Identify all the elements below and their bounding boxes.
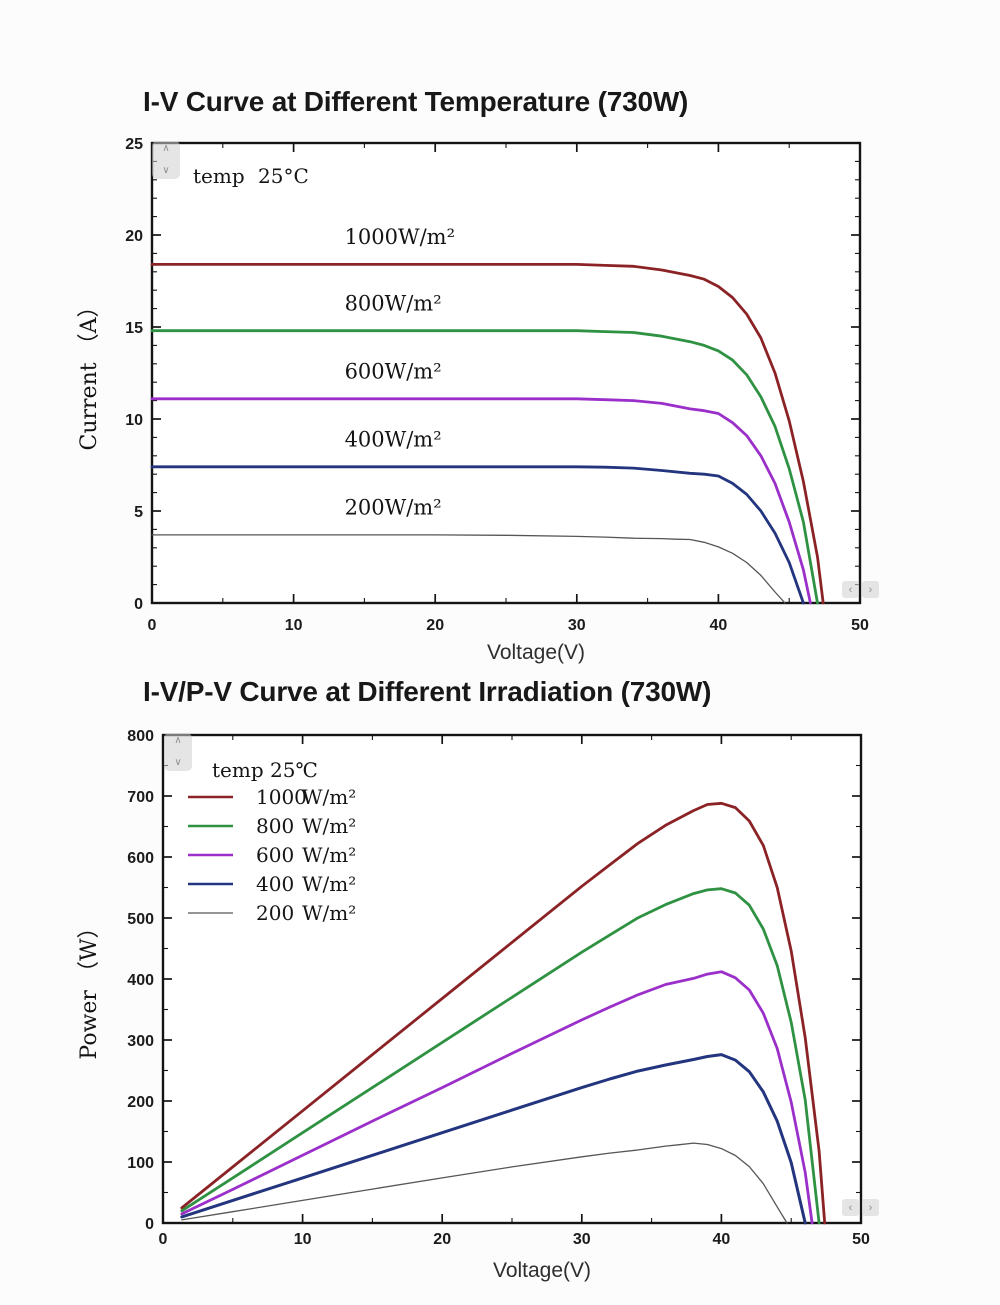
x-tick-label: 50 [852,1231,870,1248]
curve-6002wm2 [150,397,812,605]
y-tick-label: 0 [145,1216,154,1233]
y-tick-label: 10 [125,412,143,429]
curve-4002wm2 [180,1053,807,1225]
pv-chart-title: I-V/P-V Curve at Different Irradiation (… [143,676,712,707]
temp-annotation-value: 25℃ [270,758,318,782]
x-axis-label: Voltage(V) [487,641,585,664]
iv-chart-title: I-V Curve at Different Temperature (730W… [143,86,689,117]
pv-plot-area: 0 10 20 30 40 50 0 100 200 300 400 500 600 700 800 Volt… [0,720,1000,1300]
y-tick-label: 5 [134,504,143,521]
y-tick-label: 0 [134,596,143,613]
x-tick-label: 20 [426,617,444,634]
x-tick-label: 50 [851,617,869,634]
vertical-scroll-spinner[interactable]: ∧ ∨ [152,141,180,179]
x-tick-label: 10 [285,617,303,634]
iv-plot-area: 0 10 20 30 40 50 0 5 10 15 20 25 Voltage(V) Current （… [0,130,1000,678]
x-tick-label: 10 [294,1231,312,1248]
curve-8002wm2 [180,887,821,1225]
scroll-up-icon[interactable]: ∧ [174,735,182,746]
x-tick-label: 0 [148,617,157,634]
horizontal-scroll-buttons: ‹ › [842,1199,879,1216]
curve-10002wm2 [180,801,827,1225]
y-axis-label: Current （A） [77,296,102,451]
x-tick-label: 0 [159,1231,168,1248]
curve-label: 1000W/m² [345,225,455,249]
y-tick-label: 200 [127,1094,154,1111]
vertical-scroll-spinner[interactable]: ∧ ∨ [164,733,192,771]
legend-value: 400 [256,872,294,896]
plot-frame [150,141,862,605]
legend-unit: W/m² [302,872,356,896]
legend-value: 800 [256,814,294,838]
legend-unit: W/m² [302,901,356,925]
legend-unit: W/m² [302,843,356,867]
y-tick-label: 500 [127,911,154,928]
curve-6002wm2 [180,970,814,1225]
scroll-left-icon[interactable]: ‹ [842,1199,859,1216]
temp-annotation-label: temp [193,164,245,188]
x-tick-label: 40 [713,1231,731,1248]
y-tick-label: 100 [127,1155,154,1172]
y-tick-label: 600 [127,850,154,867]
y-tick-label: 20 [125,228,143,245]
curve-10002wm2 [150,262,825,605]
curve-label: 800W/m² [345,291,442,315]
x-tick-label: 30 [573,1231,591,1248]
legend-unit: W/m² [302,814,356,838]
curve-label: 400W/m² [345,428,442,452]
legend-value: 1000 [256,785,307,809]
x-tick-label: 30 [568,617,586,634]
scroll-down-icon[interactable]: ∨ [174,757,182,768]
scroll-down-icon[interactable]: ∨ [162,165,170,176]
temp-annotation-label: temp [212,758,264,782]
y-tick-label: 15 [125,320,143,337]
y-tick-label: 400 [127,972,154,989]
curve-2002wm2 [181,1142,788,1224]
y-tick-label: 25 [125,136,143,153]
x-tick-label: 20 [433,1231,451,1248]
temp-annotation-value: 25°C [258,164,309,188]
legend-value: 200 [256,901,294,925]
curve-4002wm2 [150,465,805,605]
y-tick-label: 700 [127,789,154,806]
curve-8002wm2 [150,329,819,605]
curve-label: 200W/m² [345,496,442,520]
y-tick-label: 800 [127,728,154,745]
curve-2002wm2 [151,534,786,604]
scroll-right-icon[interactable]: › [862,581,879,598]
y-axis-label: Power （W） [77,916,102,1059]
x-tick-label: 40 [710,617,728,634]
scroll-right-icon[interactable]: › [862,1199,879,1216]
curve-label: 600W/m² [345,360,442,384]
horizontal-scroll-buttons: ‹ › [842,581,879,598]
iv-chart-svg: 0 10 20 30 40 50 0 5 10 15 20 25 Voltage(V) Current （… [77,136,869,664]
legend-value: 600 [256,843,294,867]
pv-chart-svg: 0 10 20 30 40 500100200300400500600700800Volt… [77,728,870,1282]
x-axis-label: Voltage(V) [493,1259,591,1282]
scroll-up-icon[interactable]: ∧ [162,143,170,154]
scroll-left-icon[interactable]: ‹ [842,581,859,598]
legend-unit: W/m² [302,785,356,809]
y-tick-label: 300 [127,1033,154,1050]
